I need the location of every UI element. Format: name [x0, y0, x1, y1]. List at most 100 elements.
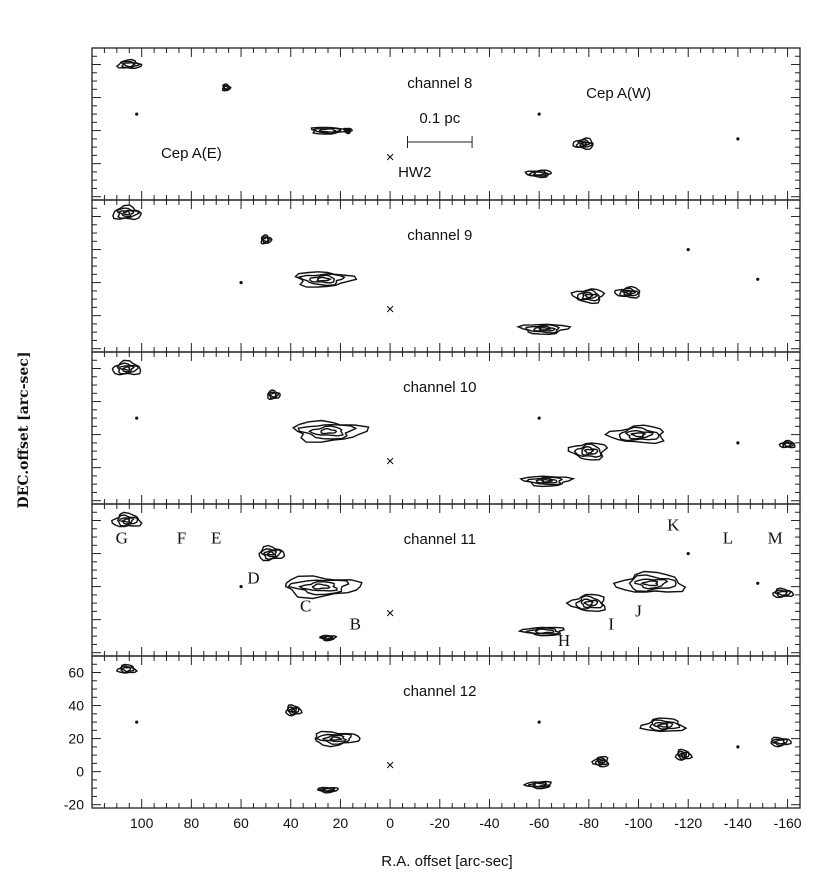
contour-blob-p2-2	[291, 419, 370, 443]
hw2-marker: ×	[386, 453, 395, 470]
contour-level-1	[573, 443, 602, 458]
hw2-marker: ×	[386, 605, 395, 622]
speck	[135, 112, 139, 116]
contour-blob-p0-1	[221, 83, 232, 92]
contour-blob-p3-2	[284, 575, 363, 600]
panel-frame-2	[91, 351, 801, 505]
speck	[239, 281, 243, 285]
contour-level-0	[612, 570, 687, 593]
contour-level-0	[603, 424, 665, 445]
region-label-J: J	[635, 601, 642, 620]
contour-level-2	[678, 752, 688, 759]
panel-title-2: channel 10	[403, 379, 476, 396]
speck	[537, 720, 541, 724]
region-label-K: K	[667, 515, 680, 534]
region-label-E: E	[211, 529, 221, 548]
contour-level-0	[115, 663, 139, 674]
contour-level-0	[613, 285, 641, 299]
contour-level-2	[652, 721, 674, 730]
panel-frame-4	[91, 655, 801, 809]
contour-blob-p2-0	[111, 359, 142, 376]
contour-level-2	[298, 580, 338, 592]
contour-level-2	[118, 517, 135, 525]
contour-level-1	[525, 323, 561, 334]
speck	[756, 277, 760, 281]
region-label-C: C	[300, 596, 311, 615]
contour-level-1	[297, 423, 358, 440]
contour-level-0	[111, 359, 142, 376]
speck	[537, 112, 541, 116]
contour-blob-p3-3	[319, 634, 338, 642]
contour-level-3	[656, 723, 669, 728]
contour-level-0	[112, 204, 143, 221]
contour-blob-p0-4	[524, 169, 552, 179]
contour-level-1	[528, 781, 551, 788]
panel-frame-1	[91, 199, 801, 353]
region-label-M: M	[768, 529, 783, 548]
contour-level-1	[619, 287, 640, 297]
x-tick-label: -40	[479, 815, 499, 831]
speck	[736, 745, 740, 749]
contour-level-0	[522, 780, 553, 790]
contour-level-1	[287, 579, 350, 596]
contour-level-2	[118, 365, 136, 373]
contour-level-3	[630, 432, 647, 438]
contour-blob-p2-6	[778, 439, 796, 449]
contour-level-2	[533, 171, 549, 176]
contour-blob-p3-4	[517, 626, 565, 637]
contour-blob-p1-0	[112, 204, 143, 221]
contour-level-0	[591, 755, 610, 768]
contour-level-2	[122, 62, 136, 68]
contour-blob-p3-7	[772, 587, 795, 599]
panels-group: channel 8 × Cep A(E) Cep A(W) 0.1 pc HW2 chann…	[111, 58, 796, 794]
contour-level-2	[262, 550, 277, 558]
contour-level-0	[284, 575, 363, 600]
contour-level-1	[315, 733, 352, 745]
contour-level-2	[308, 274, 336, 284]
contour-level-3	[320, 427, 338, 435]
contour-level-2	[323, 635, 333, 640]
contour-level-0	[115, 58, 143, 69]
contour-level-3	[583, 600, 594, 606]
contour-level-2	[223, 85, 229, 91]
y-axis-title: DEC.offset [arc-sec]	[16, 352, 32, 509]
contour-level-3	[316, 276, 332, 282]
x-tick-label: 100	[130, 815, 154, 831]
region-label-L: L	[723, 529, 733, 548]
contour-level-2	[322, 734, 348, 743]
contour-blob-p1-2	[294, 271, 358, 288]
speck	[736, 441, 740, 445]
contour-level-1	[260, 548, 282, 561]
contour-level-2	[532, 782, 547, 788]
y-tick-label: 20	[68, 731, 84, 747]
contour-level-1	[317, 787, 336, 793]
speck	[135, 720, 139, 724]
contour-blob-p4-2	[314, 730, 361, 748]
contour-level-1	[628, 574, 677, 593]
contour-level-3	[624, 290, 633, 295]
contour-level-3	[121, 518, 131, 523]
contour-blob-p2-5	[603, 424, 665, 445]
contour-blob-p0-2	[310, 126, 353, 135]
contour-level-2	[621, 289, 637, 296]
contour-blob-p4-7	[674, 748, 694, 761]
hw2-marker: ×	[386, 757, 395, 774]
speck	[686, 551, 690, 556]
contour-level-3	[290, 708, 297, 713]
contour-level-1	[576, 289, 600, 302]
contour-level-1	[525, 476, 564, 486]
label-cep-a-w: Cep A(W)	[586, 85, 651, 102]
contour-level-0	[567, 442, 609, 461]
contour-level-2	[581, 445, 599, 456]
panel-frame-3	[91, 503, 801, 657]
x-tick-label: 20	[333, 815, 349, 831]
y-tick-label: 0	[76, 764, 84, 780]
contour-blob-p1-5	[613, 285, 641, 299]
hw2-marker: ×	[386, 149, 395, 166]
contour-level-3	[598, 759, 604, 764]
x-tick-label: 40	[283, 815, 299, 831]
contour-blob-p1-1	[260, 234, 273, 245]
axes-group: 60 40 20 0 -20 100 80 60 40 20 0 -20 -40 -60 -80 -100 -1…	[64, 47, 802, 831]
contour-level-0	[778, 439, 796, 449]
contour-blob-p2-4	[567, 442, 609, 461]
